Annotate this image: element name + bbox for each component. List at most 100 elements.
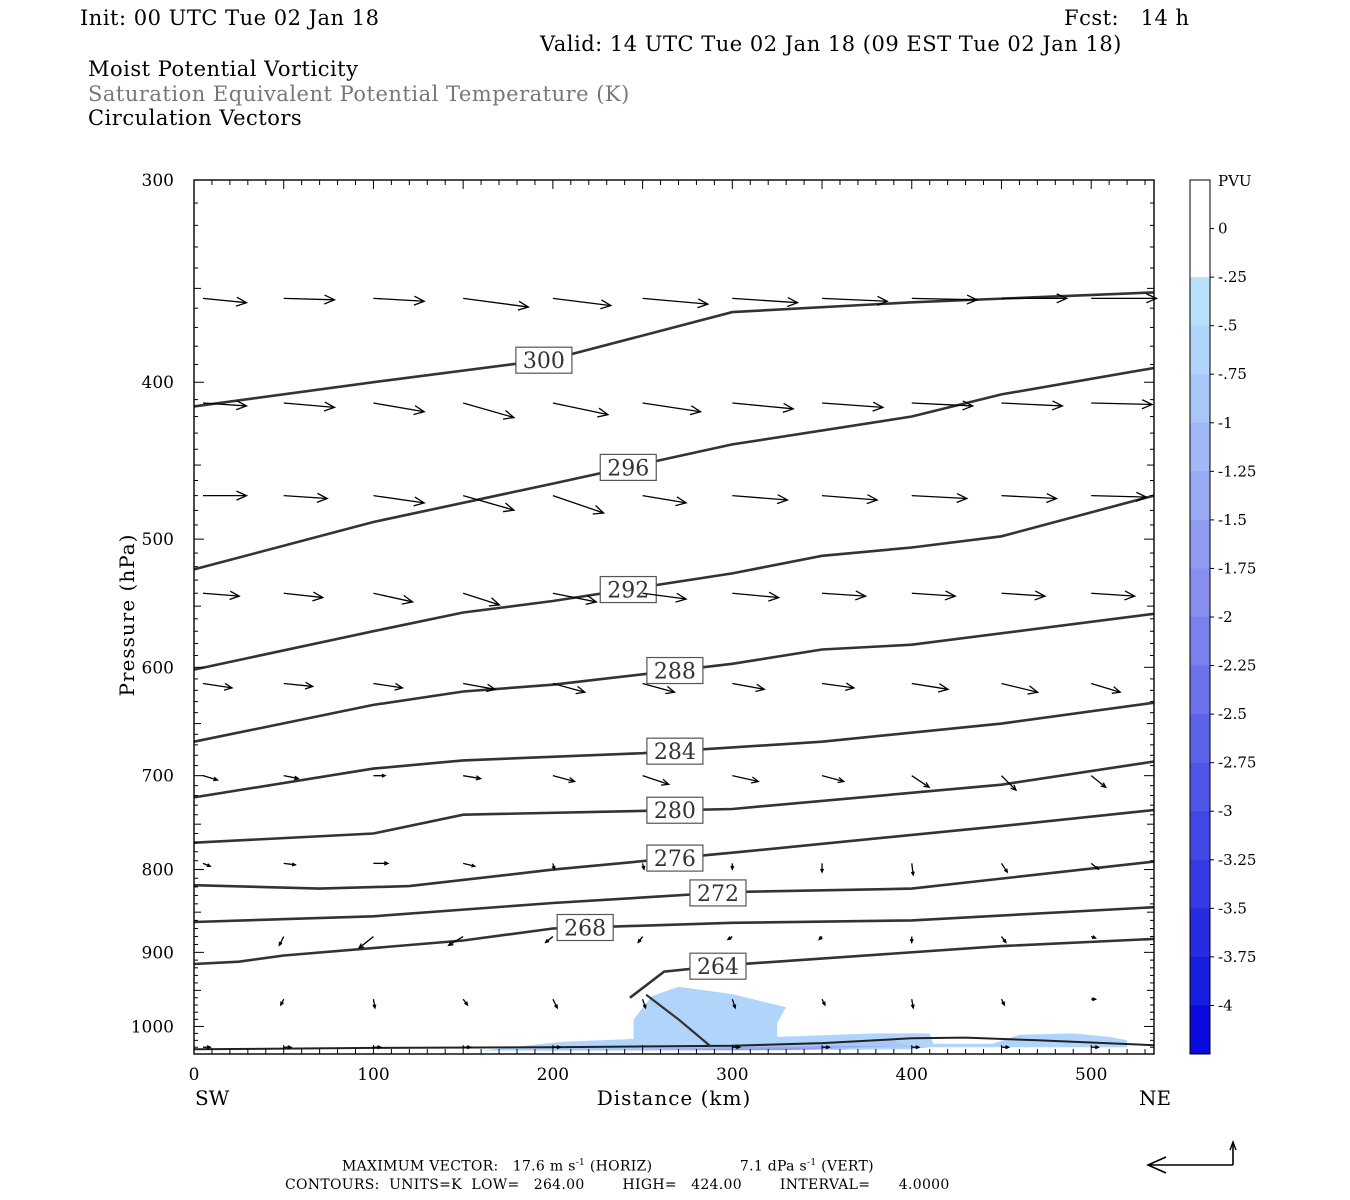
circulation-vector bbox=[202, 490, 249, 501]
x-tick-label: 0 bbox=[189, 1065, 200, 1085]
circulation-vector bbox=[821, 998, 826, 1007]
circulation-vector bbox=[373, 592, 415, 605]
valid-time: Valid: 14 UTC Tue 02 Jan 18 (09 EST Tue … bbox=[540, 32, 1122, 56]
contour-label: 280 bbox=[654, 799, 696, 824]
contour-label-box bbox=[646, 844, 704, 872]
circulation-vector bbox=[911, 682, 950, 693]
circulation-vector bbox=[202, 400, 249, 411]
y-tick-label: 1000 bbox=[131, 1017, 174, 1037]
colorbar-label: -3 bbox=[1218, 802, 1233, 820]
circulation-vector bbox=[732, 296, 800, 308]
circulation-vector bbox=[373, 1045, 383, 1050]
circulation-vector bbox=[818, 935, 823, 941]
surface-line bbox=[193, 1036, 1155, 1051]
circulation-vector bbox=[726, 936, 733, 941]
circulation-vector bbox=[732, 402, 795, 413]
colorbar-swatch bbox=[1190, 859, 1210, 909]
theta-contour-line bbox=[193, 860, 1155, 924]
circulation-vector bbox=[552, 682, 587, 695]
circulation-vectors bbox=[202, 293, 1159, 1050]
colorbar-label: -3.75 bbox=[1218, 948, 1256, 966]
contour-info: CONTOURS: UNITS=K LOW= 264.00 HIGH= 424.… bbox=[285, 1177, 950, 1193]
circulation-vector bbox=[202, 1045, 212, 1050]
y-tick-label: 800 bbox=[142, 861, 174, 881]
circulation-vector bbox=[552, 775, 577, 784]
colorbar-title: PVU bbox=[1218, 172, 1252, 190]
colorbar-label: -4 bbox=[1218, 996, 1233, 1014]
init-time: Init: 00 UTC Tue 02 Jan 18 bbox=[80, 6, 380, 30]
circulation-vector bbox=[202, 296, 249, 307]
colorbar-swatch bbox=[1190, 374, 1210, 424]
x-tick-label: 100 bbox=[357, 1065, 389, 1085]
circulation-vector bbox=[283, 591, 325, 602]
circulation-vector bbox=[732, 591, 781, 602]
circulation-vector bbox=[1001, 1045, 1011, 1050]
circulation-vector bbox=[911, 775, 931, 789]
circulation-vector bbox=[1091, 997, 1098, 1002]
theta-contour-line bbox=[193, 808, 1155, 890]
colorbar-swatch bbox=[1190, 228, 1210, 278]
colorbar-swatch bbox=[1190, 617, 1210, 667]
colorbar-label: -2 bbox=[1218, 608, 1233, 626]
circulation-vector bbox=[202, 590, 241, 601]
colorbar-label: -1.5 bbox=[1218, 511, 1247, 529]
circulation-vector bbox=[642, 775, 671, 786]
circulation-vector bbox=[357, 936, 374, 950]
circulation-vector bbox=[911, 400, 975, 411]
circulation-vector bbox=[910, 863, 915, 877]
circulation-vector bbox=[732, 1045, 742, 1050]
circulation-vector bbox=[283, 294, 337, 305]
circulation-vector bbox=[552, 402, 610, 418]
circulation-vector bbox=[283, 401, 337, 412]
circulation-vector bbox=[283, 775, 300, 781]
x-right-label: NE bbox=[1139, 1086, 1171, 1110]
circulation-vector bbox=[1001, 590, 1047, 601]
circulation-vector bbox=[283, 1045, 293, 1050]
circulation-vector bbox=[1091, 682, 1122, 694]
horiz-exponent: -1 bbox=[575, 1158, 586, 1168]
x-tick-label: 400 bbox=[896, 1065, 928, 1085]
contour-label: 276 bbox=[654, 847, 696, 872]
contour-label-box bbox=[599, 453, 657, 481]
circulation-vector bbox=[821, 682, 856, 692]
vert-value: 7.1 dPa s bbox=[739, 1158, 808, 1175]
circulation-vector bbox=[911, 492, 969, 504]
max-vector-line: MAXIMUM VECTOR: 17.6 m s-1 (HORIZ) 7.1 d… bbox=[342, 1158, 874, 1175]
circulation-vector bbox=[911, 1045, 921, 1050]
circulation-vector bbox=[463, 682, 497, 693]
contour-label-box bbox=[646, 656, 704, 685]
vert-exponent: -1 bbox=[807, 1158, 817, 1168]
circulation-vector bbox=[1000, 998, 1006, 1007]
circulation-vector bbox=[278, 936, 285, 947]
circulation-vector bbox=[732, 494, 790, 505]
colorbar-label: -3.5 bbox=[1218, 899, 1247, 917]
circulation-vector bbox=[821, 401, 885, 412]
circulation-vector bbox=[544, 936, 554, 944]
circulation-vector bbox=[463, 1045, 473, 1050]
circulation-vector bbox=[462, 592, 501, 607]
circulation-vector bbox=[732, 682, 766, 693]
circulation-vector bbox=[911, 590, 957, 601]
circulation-vector bbox=[822, 1045, 831, 1050]
circulation-vector bbox=[552, 495, 606, 515]
contour-label: 300 bbox=[523, 349, 565, 374]
colorbar-label: -.25 bbox=[1218, 268, 1247, 286]
y-tick-label: 500 bbox=[142, 530, 174, 550]
y-axis-label: Pressure (hPa) bbox=[115, 534, 139, 697]
colorbar-swatch bbox=[1190, 762, 1210, 812]
colorbar-label: -2.25 bbox=[1218, 657, 1256, 675]
circulation-vector bbox=[1001, 682, 1040, 695]
plot-border bbox=[193, 179, 1155, 1055]
contour-label-box bbox=[646, 737, 704, 765]
circulation-vector bbox=[642, 592, 688, 603]
circulation-vector bbox=[1001, 492, 1059, 504]
reference-vector-icon bbox=[1146, 1140, 1237, 1174]
pv-region bbox=[678, 1047, 858, 1050]
colorbar-swatch bbox=[1190, 471, 1210, 521]
theta-contour-line bbox=[193, 291, 1155, 408]
circulation-vector bbox=[552, 998, 558, 1010]
circulation-vector bbox=[910, 999, 915, 1010]
colorbar-swatch bbox=[1190, 665, 1210, 715]
max-vector-label: MAXIMUM VECTOR: bbox=[342, 1158, 499, 1175]
